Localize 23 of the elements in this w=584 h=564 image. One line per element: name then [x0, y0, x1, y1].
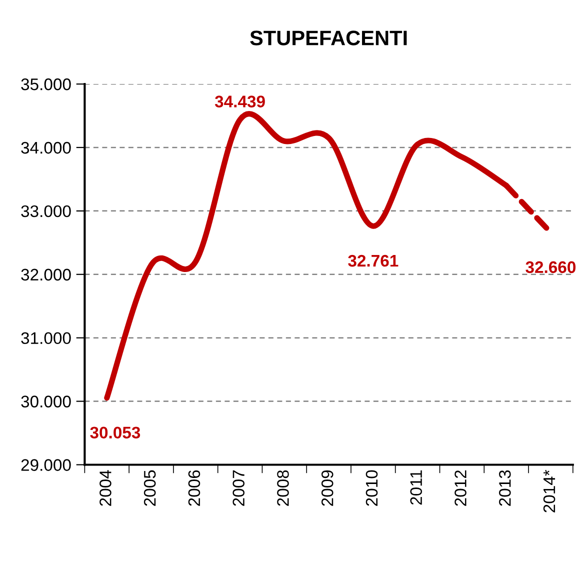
- y-tick-label: 31.000: [21, 332, 71, 344]
- y-tick-label: 35.000: [21, 78, 71, 90]
- data-label: 34.439: [214, 96, 265, 108]
- y-tick-label: 30.000: [21, 396, 71, 408]
- x-tick-label: 2012: [454, 470, 466, 506]
- data-label: 30.053: [90, 426, 140, 439]
- x-tick-label: 2013: [499, 470, 511, 506]
- y-tick-label: 32.000: [21, 268, 71, 281]
- x-tick-label: 2006: [188, 470, 200, 506]
- y-tick-label: 34.000: [21, 142, 71, 154]
- x-tick-label: 2007: [232, 470, 244, 506]
- x-tick-label: 2009: [321, 470, 334, 506]
- y-tick-label: 29.000: [21, 459, 71, 471]
- chart-title: STUPEFACENTI: [250, 30, 407, 46]
- y-tick-label: 33.000: [21, 205, 71, 218]
- x-tick-label: 2010: [366, 470, 378, 506]
- x-tick-label: 2004: [100, 470, 112, 506]
- x-tick-label: 2008: [277, 470, 289, 506]
- x-tick-label: 2011: [410, 470, 422, 505]
- data-label: 32.761: [348, 254, 398, 267]
- x-tick-label: 2005: [144, 470, 156, 506]
- data-label: 32.660: [526, 261, 576, 274]
- x-tick-label: 2014*: [543, 470, 556, 512]
